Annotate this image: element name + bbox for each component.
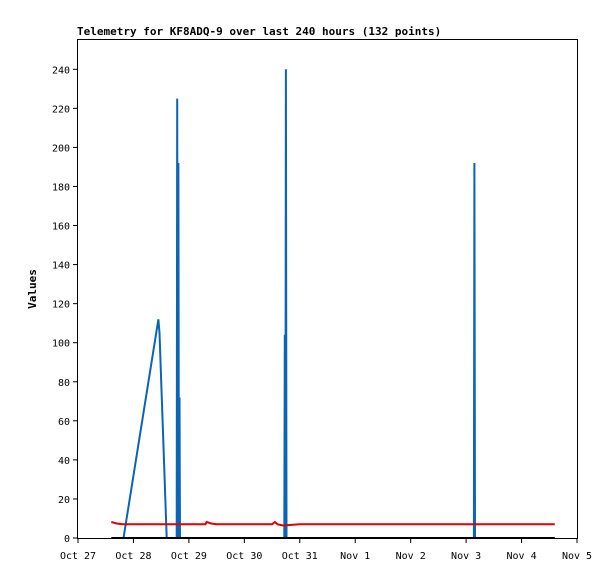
x-tick-label: Nov 3 bbox=[451, 551, 481, 562]
y-tick-label: 120 bbox=[52, 300, 70, 311]
y-tick-label: 160 bbox=[52, 222, 70, 233]
series-layer bbox=[111, 69, 555, 539]
y-tick-label: 240 bbox=[52, 65, 70, 76]
x-tick-label: Oct 30 bbox=[226, 551, 262, 562]
y-tick-label: 140 bbox=[52, 261, 70, 272]
y-tick-label: 220 bbox=[52, 104, 70, 115]
y-tick-label: 20 bbox=[58, 495, 70, 506]
x-tick-label: Nov 4 bbox=[507, 551, 537, 562]
y-tick-label: 40 bbox=[58, 456, 70, 467]
x-tick-label: Nov 1 bbox=[340, 551, 370, 562]
x-tick-label: Nov 2 bbox=[396, 551, 426, 562]
y-tick-label: 100 bbox=[52, 339, 70, 350]
y-axis-label: Values bbox=[26, 269, 39, 309]
y-tick-label: 60 bbox=[58, 417, 70, 428]
y-axis-ticks: 0 20 40 60 80 100 120 140 160 180 200 220 240 bbox=[52, 65, 78, 545]
x-tick-label: Oct 28 bbox=[115, 551, 151, 562]
y-tick-label: 180 bbox=[52, 182, 70, 193]
y-tick-label: 200 bbox=[52, 143, 70, 154]
x-tick-label: Oct 29 bbox=[171, 551, 207, 562]
series-line-1 bbox=[111, 520, 555, 527]
y-tick-label: 0 bbox=[64, 534, 70, 545]
x-tick-label: Oct 31 bbox=[282, 551, 318, 562]
y-tick-label: 80 bbox=[58, 378, 70, 389]
x-tick-label: Oct 27 bbox=[60, 551, 96, 562]
x-tick-label: Nov 5 bbox=[562, 551, 592, 562]
chart-title: Telemetry for KF8ADQ-9 over last 240 hou… bbox=[77, 25, 441, 38]
